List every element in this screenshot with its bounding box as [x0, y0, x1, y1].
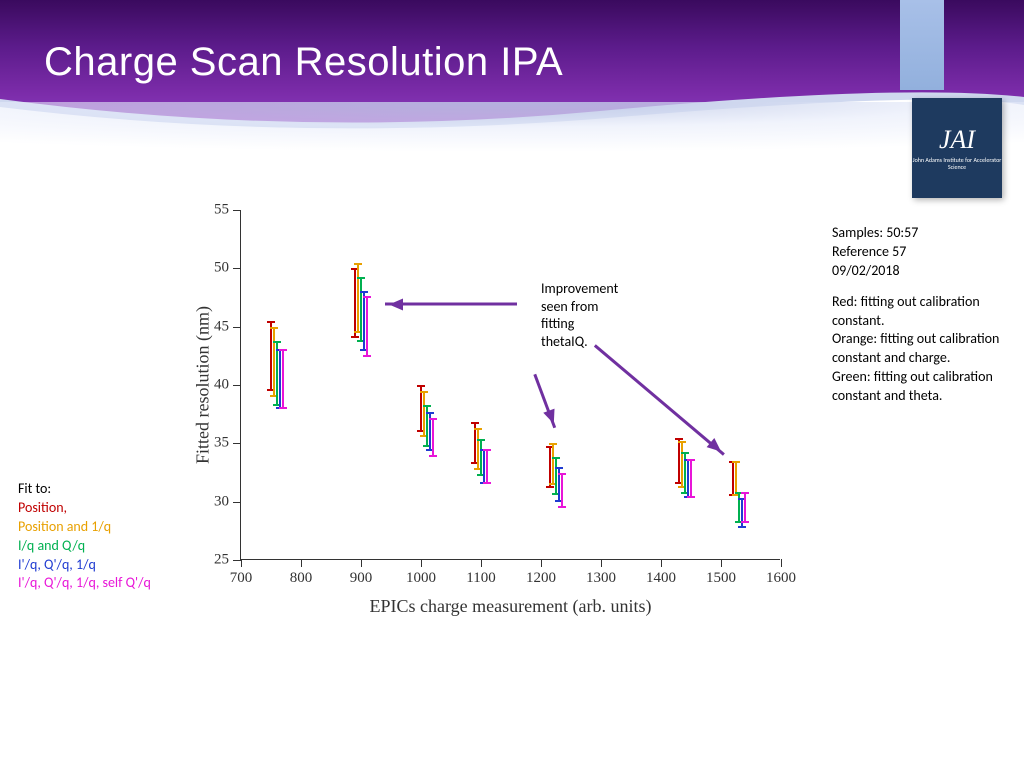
errorbar: [732, 461, 734, 496]
header-tab-accent: [900, 0, 944, 90]
x-tick-label: 700: [230, 570, 253, 587]
x-tick-label: 900: [350, 570, 373, 587]
fit-legend-item: I'/q, Q'/q, 1/q, self Q'/q: [18, 574, 151, 593]
errorbar: [432, 418, 434, 458]
errorbar: [561, 473, 563, 508]
annotation-arrow: [594, 344, 724, 455]
y-tick-label: 50: [203, 260, 229, 277]
x-tick-label: 1100: [466, 570, 495, 587]
errorbar: [687, 459, 689, 499]
x-tick: [241, 559, 242, 567]
y-tick-label: 25: [203, 552, 229, 569]
x-tick-label: 800: [290, 570, 313, 587]
x-tick-label: 1000: [406, 570, 436, 587]
errorbar: [741, 498, 743, 528]
slide-header: Charge Scan Resolution IPA: [0, 0, 1024, 130]
errorbar: [480, 439, 482, 476]
x-tick: [361, 559, 362, 567]
x-tick-label: 1300: [586, 570, 616, 587]
y-tick: [233, 385, 241, 386]
fit-legend-title: Fit to:: [18, 480, 151, 499]
y-tick-label: 30: [203, 493, 229, 510]
y-tick: [233, 210, 241, 211]
logo-text: JAI: [939, 125, 975, 155]
chart-annotation: Improvement seen from fitting thetaIQ.: [541, 280, 618, 350]
color-description: Red: fitting out calibration constant. O…: [832, 293, 1002, 406]
x-tick: [721, 559, 722, 567]
errorbar: [678, 438, 680, 485]
plot-area: Fitted resolution (nm) EPICs charge meas…: [240, 210, 780, 560]
errorbar: [282, 349, 284, 410]
errorbar: [735, 461, 737, 496]
y-tick: [233, 502, 241, 503]
errorbar: [366, 296, 368, 357]
y-tick: [233, 560, 241, 561]
x-tick-label: 1500: [706, 570, 736, 587]
errorbar: [357, 263, 359, 333]
errorbar: [744, 492, 746, 522]
y-tick: [233, 268, 241, 269]
x-tick: [541, 559, 542, 567]
errorbar: [279, 349, 281, 410]
fit-legend-item: Position and 1/q: [18, 518, 151, 537]
errorbar: [270, 321, 272, 391]
x-tick: [601, 559, 602, 567]
x-tick: [421, 559, 422, 567]
x-tick: [301, 559, 302, 567]
x-tick: [781, 559, 782, 567]
errorbar: [738, 492, 740, 522]
annotation-arrow: [385, 303, 517, 306]
fit-legend-item: I'/q, Q'/q, 1/q: [18, 556, 151, 575]
fit-legend-item: Position,: [18, 499, 151, 518]
y-tick: [233, 327, 241, 328]
y-tick-label: 35: [203, 435, 229, 452]
x-tick-label: 1400: [646, 570, 676, 587]
fit-legend-item: I/q and Q/q: [18, 537, 151, 556]
x-axis-label: EPICs charge measurement (arb. units): [369, 596, 651, 617]
errorbar: [483, 449, 485, 484]
logo-subtitle: John Adams Institute for Accelerator Sci…: [912, 157, 1002, 171]
errorbar: [690, 459, 692, 499]
errorbar: [273, 327, 275, 397]
jai-logo: JAI John Adams Institute for Accelerator…: [912, 98, 1002, 198]
errorbar: [549, 446, 551, 488]
errorbar: [354, 268, 356, 338]
errorbar: [552, 443, 554, 485]
annotation-arrow: [534, 374, 556, 428]
errorbar: [681, 441, 683, 488]
x-tick: [481, 559, 482, 567]
y-tick-label: 55: [203, 202, 229, 219]
y-tick-label: 45: [203, 318, 229, 335]
header-swoosh: [0, 89, 1024, 144]
y-tick-label: 40: [203, 377, 229, 394]
x-tick: [661, 559, 662, 567]
errorbar: [555, 457, 557, 494]
chart-container: Fitted resolution (nm) EPICs charge meas…: [190, 200, 800, 610]
errorbar: [477, 428, 479, 470]
slide-title: Charge Scan Resolution IPA: [44, 40, 563, 85]
right-info-panel: Samples: 50:57 Reference 57 09/02/2018 R…: [832, 224, 1002, 418]
y-tick: [233, 443, 241, 444]
errorbar: [360, 277, 362, 342]
errorbar: [486, 449, 488, 484]
errorbar: [363, 291, 365, 352]
x-tick-label: 1200: [526, 570, 556, 587]
samples-meta: Samples: 50:57 Reference 57 09/02/2018: [832, 224, 1002, 281]
fit-legend: Fit to: Position,Position and 1/qI/q and…: [18, 480, 151, 593]
errorbar: [423, 391, 425, 438]
x-tick-label: 1600: [766, 570, 796, 587]
